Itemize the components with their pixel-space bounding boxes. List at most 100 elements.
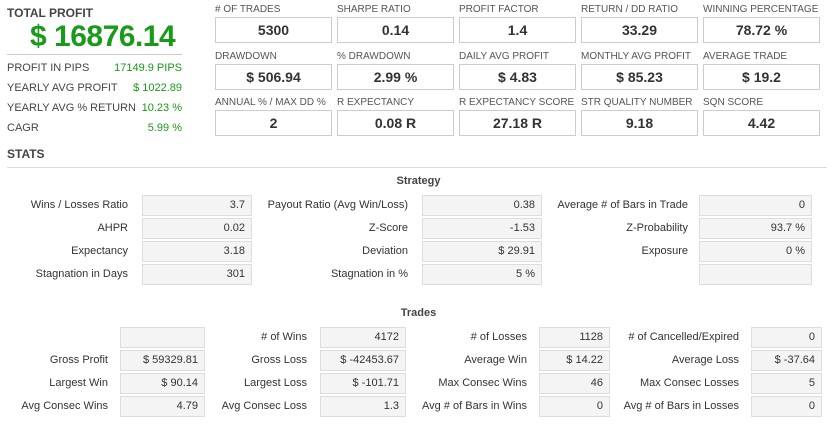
trades-value: $ 59329.81	[120, 350, 205, 371]
strategy-label: Exposure	[641, 245, 688, 257]
trades-value: 0	[539, 396, 610, 417]
metric-label: RETURN / DD RATIO	[581, 4, 679, 15]
summary-label: YEARLY AVG % RETURN	[7, 102, 136, 114]
divider	[7, 54, 182, 55]
trades-label: Gross Loss	[251, 354, 307, 366]
summary-label: PROFIT IN PIPS	[7, 62, 90, 74]
trades-label: Max Consec Wins	[438, 377, 527, 389]
metric-label: MONTHLY AVG PROFIT	[581, 51, 692, 62]
trades-label: Avg Consec Wins	[21, 400, 108, 412]
strategy-value: 0 %	[699, 241, 812, 262]
strategy-label: Deviation	[362, 245, 408, 257]
trades-value	[120, 327, 205, 348]
trades-label: Avg Consec Loss	[221, 400, 307, 412]
divider	[7, 167, 827, 168]
trades-label: Gross Profit	[49, 354, 108, 366]
metric-label: DAILY AVG PROFIT	[459, 51, 550, 62]
summary-value: 5.99 %	[147, 122, 182, 134]
metric-value: 27.18 R	[459, 110, 576, 136]
strategy-value: 3.7	[142, 195, 252, 216]
trades-value: $ -37.64	[751, 350, 822, 371]
strategy-label: Stagnation in %	[330, 268, 408, 280]
trades-label: # of Wins	[261, 331, 307, 343]
summary-value: $ 1022.89	[133, 82, 182, 94]
metric-value: 1.4	[459, 17, 576, 43]
trades-label: Average Win	[464, 354, 527, 366]
summary-label: YEARLY AVG PROFIT	[7, 82, 118, 94]
trades-value: $ -101.71	[320, 373, 406, 394]
trades-label: Average Loss	[671, 354, 739, 366]
trades-label: Largest Win	[49, 377, 108, 389]
summary-row: YEARLY AVG % RETURN 10.23 %	[7, 102, 182, 114]
trades-value: 4.79	[120, 396, 205, 417]
metric-value: 2	[215, 110, 332, 136]
metric-value: $ 4.83	[459, 64, 576, 90]
metric-label: % DRAWDOWN	[337, 51, 411, 62]
metric-value: $ 85.23	[581, 64, 698, 90]
trades-value: $ 14.22	[539, 350, 610, 371]
strategy-label: Z-Probability	[626, 222, 688, 234]
stats-heading: STATS	[7, 147, 45, 161]
strategy-label: AHPR	[97, 222, 128, 234]
strategy-label: Expectancy	[71, 245, 128, 257]
summary-value: 17149.9 PIPS	[114, 62, 182, 74]
strategy-value	[699, 264, 812, 285]
metric-value: 4.42	[703, 110, 820, 136]
strategy-label: Wins / Losses Ratio	[30, 199, 128, 211]
metric-label: AVERAGE TRADE	[703, 51, 788, 62]
metric-label: DRAWDOWN	[215, 51, 277, 62]
trades-heading: Trades	[400, 307, 437, 319]
summary-value: 10.23 %	[141, 102, 182, 114]
trades-value: 0	[751, 396, 822, 417]
metric-label: PROFIT FACTOR	[459, 4, 539, 15]
trades-value: 46	[539, 373, 610, 394]
strategy-heading: Strategy	[396, 175, 441, 187]
strategy-value: 0.02	[142, 218, 252, 239]
trades-value: $ -42453.67	[320, 350, 406, 371]
strategy-value: 301	[142, 264, 252, 285]
trades-label: Avg # of Bars in Losses	[623, 400, 739, 412]
strategy-value: 0.38	[422, 195, 542, 216]
strategy-label: Stagnation in Days	[35, 268, 128, 280]
metric-value: $ 506.94	[215, 64, 332, 90]
trades-label: Avg # of Bars in Wins	[422, 400, 527, 412]
strategy-value: 3.18	[142, 241, 252, 262]
metric-value: 9.18	[581, 110, 698, 136]
metric-label: R EXPECTANCY	[337, 97, 415, 108]
total-profit-value: $ 16876.14	[30, 20, 176, 53]
metric-value: 0.14	[337, 17, 454, 43]
trades-label: # of Cancelled/Expired	[628, 331, 739, 343]
metric-value: 0.08 R	[337, 110, 454, 136]
metric-label: R EXPECTANCY SCORE	[459, 97, 575, 108]
metric-label: STR QUALITY NUMBER	[581, 97, 693, 108]
metric-value: 33.29	[581, 17, 698, 43]
metric-label: SHARPE RATIO	[337, 4, 411, 15]
strategy-value: 5 %	[422, 264, 542, 285]
metric-value: 2.99 %	[337, 64, 454, 90]
metric-value: $ 19.2	[703, 64, 820, 90]
metric-label: # OF TRADES	[215, 4, 281, 15]
strategy-label: Payout Ratio (Avg Win/Loss)	[267, 199, 408, 211]
metric-value: 78.72 %	[703, 17, 820, 43]
trades-value: 0	[751, 327, 822, 348]
strategy-value: 93.7 %	[699, 218, 812, 239]
strategy-label: Average # of Bars in Trade	[557, 199, 688, 211]
trades-label: # of Losses	[470, 331, 527, 343]
total-profit-label: TOTAL PROFIT	[7, 6, 93, 20]
strategy-value: 0	[699, 195, 812, 216]
strategy-value: -1.53	[422, 218, 542, 239]
summary-label: CAGR	[7, 122, 39, 134]
summary-row: YEARLY AVG PROFIT $ 1022.89	[7, 82, 182, 94]
trades-value: 1.3	[320, 396, 406, 417]
strategy-value: $ 29.91	[422, 241, 542, 262]
summary-row: CAGR 5.99 %	[7, 122, 182, 134]
trades-value: $ 90.14	[120, 373, 205, 394]
trades-value: 1128	[539, 327, 610, 348]
trades-value: 5	[751, 373, 822, 394]
strategy-label: Z-Score	[368, 222, 408, 234]
trades-label: Max Consec Losses	[639, 377, 739, 389]
trades-value: 4172	[320, 327, 406, 348]
summary-row: PROFIT IN PIPS 17149.9 PIPS	[7, 62, 182, 74]
metric-label: ANNUAL % / MAX DD %	[215, 97, 326, 108]
metric-value: 5300	[215, 17, 332, 43]
